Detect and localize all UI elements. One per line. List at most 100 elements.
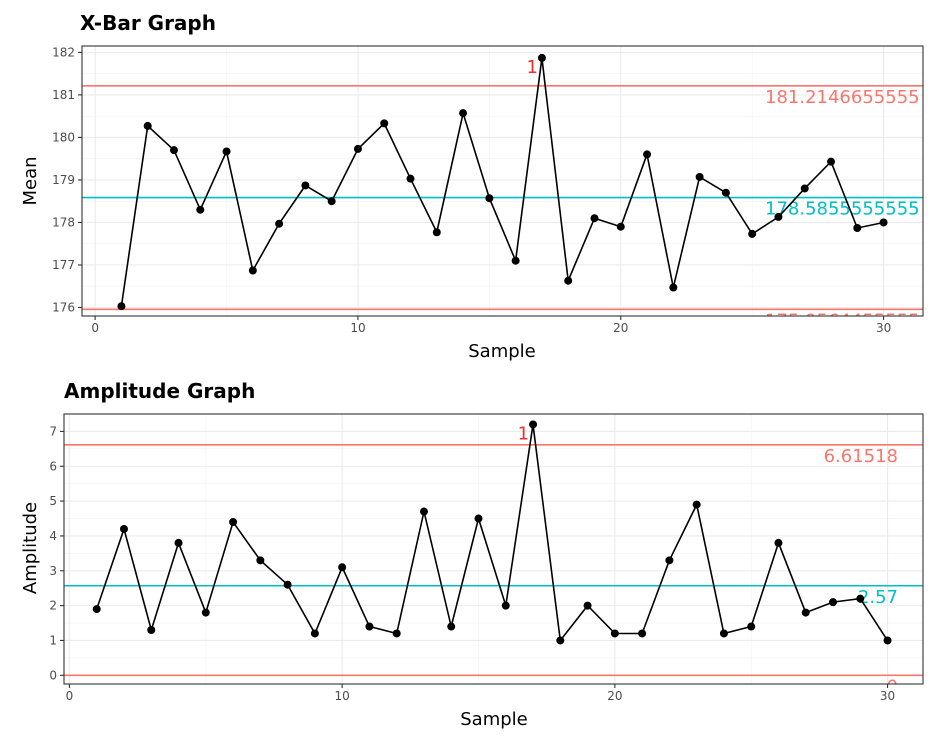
xbar-data-point <box>406 174 415 183</box>
xbar-data-point <box>511 256 520 265</box>
xbar-data-point <box>222 147 231 156</box>
xbar-y-tick-label: 176 <box>52 300 75 314</box>
xbar-data-point <box>669 283 678 292</box>
amplitude-center-limit-label: 2.57 <box>858 587 898 608</box>
amplitude-lower-limit-label: 0 <box>887 676 898 697</box>
amplitude-data-point <box>92 605 101 614</box>
amplitude-series-line <box>95 424 889 643</box>
xbar-data-point <box>196 205 205 214</box>
xbar-y-axis-title: Mean <box>20 156 41 205</box>
amplitude-y-tick-label: 7 <box>49 424 57 438</box>
amplitude-data-point <box>338 563 347 572</box>
amplitude-panel-bg <box>64 414 923 684</box>
xbar-x-tick-label: 30 <box>876 321 891 335</box>
amplitude-data-point <box>883 636 892 645</box>
xbar-panel-bg <box>82 46 923 316</box>
amplitude-y-tick-label: 4 <box>49 529 57 543</box>
amplitude-plot-area: 6.61518 2.57 0 1 <box>64 420 923 697</box>
xbar-data-point <box>774 212 783 221</box>
amplitude-y-tick-label: 1 <box>49 633 57 647</box>
amplitude-data-point <box>310 629 319 638</box>
amplitude-y-tick-label: 3 <box>49 564 57 578</box>
amplitude-data-point <box>447 622 456 631</box>
amplitude-y-axis-title: Amplitude <box>20 502 41 594</box>
amplitude-y-tick-label: 6 <box>49 459 57 473</box>
xbar-data-point <box>275 219 284 228</box>
xbar-data-point <box>537 53 546 62</box>
xbar-rule-flag-label: 1 <box>526 57 537 78</box>
xbar-x-axis-title: Sample <box>468 341 536 362</box>
amplitude-x-tick-label: 10 <box>335 689 350 703</box>
xbar-plot-area: 181.2146655555 178.5855555555 175.95644555… <box>82 53 923 331</box>
amplitude-data-point <box>201 608 210 617</box>
xbar-data-point <box>590 214 599 223</box>
xbar-data-point <box>564 276 573 285</box>
xbar-data-point <box>459 109 468 118</box>
amplitude-y-tick-label: 0 <box>49 668 57 682</box>
amplitude-data-point <box>392 629 401 638</box>
xbar-y-tick-label: 179 <box>52 173 75 187</box>
xbar-data-point <box>143 121 152 130</box>
amplitude-x-tick-label: 0 <box>66 689 74 703</box>
amplitude-data-point <box>583 601 592 610</box>
xbar-data-point <box>432 228 441 237</box>
xbar-data-point <box>380 119 389 128</box>
xbar-data-point <box>695 172 704 181</box>
xbar-chart-title: X-Bar Graph <box>80 11 216 35</box>
amplitude-x-tick-label: 30 <box>880 689 895 703</box>
xbar-y-tick-label: 181 <box>52 88 75 102</box>
amplitude-data-point <box>556 636 565 645</box>
xbar-x-tick-label: 0 <box>91 321 99 335</box>
amplitude-data-point <box>692 500 701 509</box>
xbar-data-point <box>117 302 126 311</box>
amplitude-chart-title: Amplitude Graph <box>64 379 255 403</box>
amplitude-data-point <box>610 629 619 638</box>
xbar-x-tick-label: 10 <box>350 321 365 335</box>
xbar-lower-limit-label: 175.9564455555 <box>765 310 920 331</box>
xbar-data-point <box>616 222 625 231</box>
amplitude-data-point <box>229 518 238 526</box>
xbar-chart: X-Bar Graph Sample Mean 181.2146655555 17… <box>20 11 924 362</box>
xbar-data-point <box>301 181 310 190</box>
xbar-panel-border <box>81 45 924 317</box>
amplitude-data-point <box>719 629 728 638</box>
amplitude-data-point <box>474 514 483 523</box>
xbar-data-point <box>169 146 178 155</box>
amplitude-data-point <box>419 507 428 516</box>
xbar-data-point <box>721 188 730 197</box>
xbar-data-point <box>853 223 862 232</box>
xbar-y-tick-label: 182 <box>52 45 75 59</box>
xbar-data-point <box>248 266 257 275</box>
amplitude-data-point <box>119 524 128 533</box>
xbar-upper-limit-label: 181.2146655555 <box>765 87 920 108</box>
xbar-data-point <box>327 197 336 206</box>
amplitude-y-tick-label: 2 <box>49 599 57 613</box>
xbar-x-tick-label: 20 <box>613 321 628 335</box>
xbar-center-limit-label: 178.5855555555 <box>765 199 920 220</box>
amplitude-rule-flag-label: 1 <box>518 423 529 444</box>
amplitude-y-tick-label: 5 <box>49 494 57 508</box>
xbar-data-point <box>827 157 836 166</box>
amplitude-data-point <box>829 598 838 607</box>
xbar-data-point <box>353 144 362 153</box>
amplitude-data-point <box>147 626 156 634</box>
amplitude-data-point <box>365 622 374 631</box>
amplitude-panel-border <box>63 413 924 685</box>
xbar-data-point <box>643 150 652 159</box>
amplitude-data-point <box>801 608 810 617</box>
amplitude-data-point <box>283 580 292 589</box>
xbar-data-point <box>485 194 494 203</box>
xbar-y-tick-label: 180 <box>52 130 75 144</box>
xbar-y-tick-label: 177 <box>52 258 75 272</box>
amplitude-data-point <box>256 556 265 565</box>
amplitude-chart: Amplitude Graph Sample Amplitude 6.61518… <box>20 379 924 730</box>
amplitude-data-point <box>665 556 674 565</box>
amplitude-data-point <box>501 601 510 610</box>
xbar-data-point <box>879 218 888 227</box>
amplitude-data-point <box>174 538 183 547</box>
amplitude-x-axis-title: Sample <box>460 709 528 730</box>
xbar-data-point <box>748 229 757 238</box>
amplitude-data-point <box>747 622 756 631</box>
amplitude-x-tick-label: 20 <box>607 689 622 703</box>
